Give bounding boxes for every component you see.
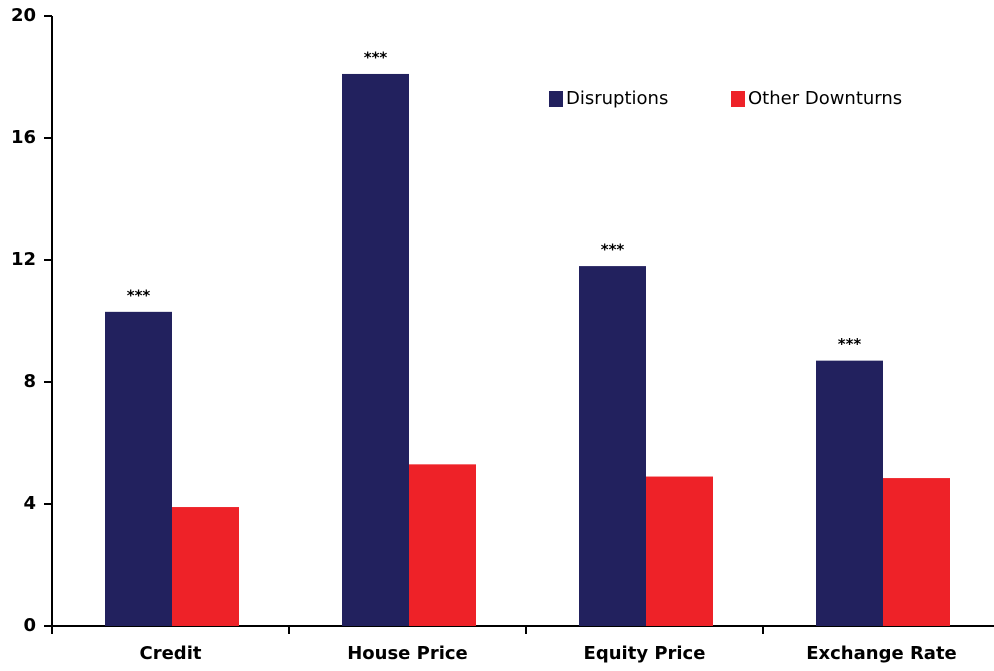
- annotation: ***: [127, 286, 151, 304]
- legend-label: Other Downturns: [748, 88, 902, 109]
- x-tick-label: Credit: [140, 643, 202, 664]
- y-tick-label: 8: [23, 371, 36, 392]
- annotation: ***: [364, 48, 388, 66]
- annotation: ***: [838, 335, 862, 353]
- bar: [409, 464, 476, 626]
- x-tick-label: Equity Price: [584, 643, 706, 664]
- bar: [883, 478, 950, 626]
- bar: [172, 507, 239, 626]
- y-tick-label: 20: [11, 5, 36, 26]
- y-tick-label: 16: [11, 127, 36, 148]
- annotation: ***: [601, 241, 625, 259]
- y-tick-label: 12: [11, 249, 36, 270]
- x-tick-label: House Price: [347, 643, 468, 664]
- x-tick-label: Exchange Rate: [806, 643, 957, 664]
- legend-label: Disruptions: [566, 88, 668, 109]
- y-tick-label: 4: [23, 493, 36, 514]
- bar: [342, 73, 409, 626]
- y-tick-label: 0: [23, 615, 36, 636]
- bar: [105, 311, 172, 626]
- legend-swatch: [731, 91, 745, 107]
- bar: [579, 266, 646, 626]
- legend-swatch: [549, 91, 563, 107]
- bar: [646, 476, 713, 626]
- bar: [816, 360, 883, 626]
